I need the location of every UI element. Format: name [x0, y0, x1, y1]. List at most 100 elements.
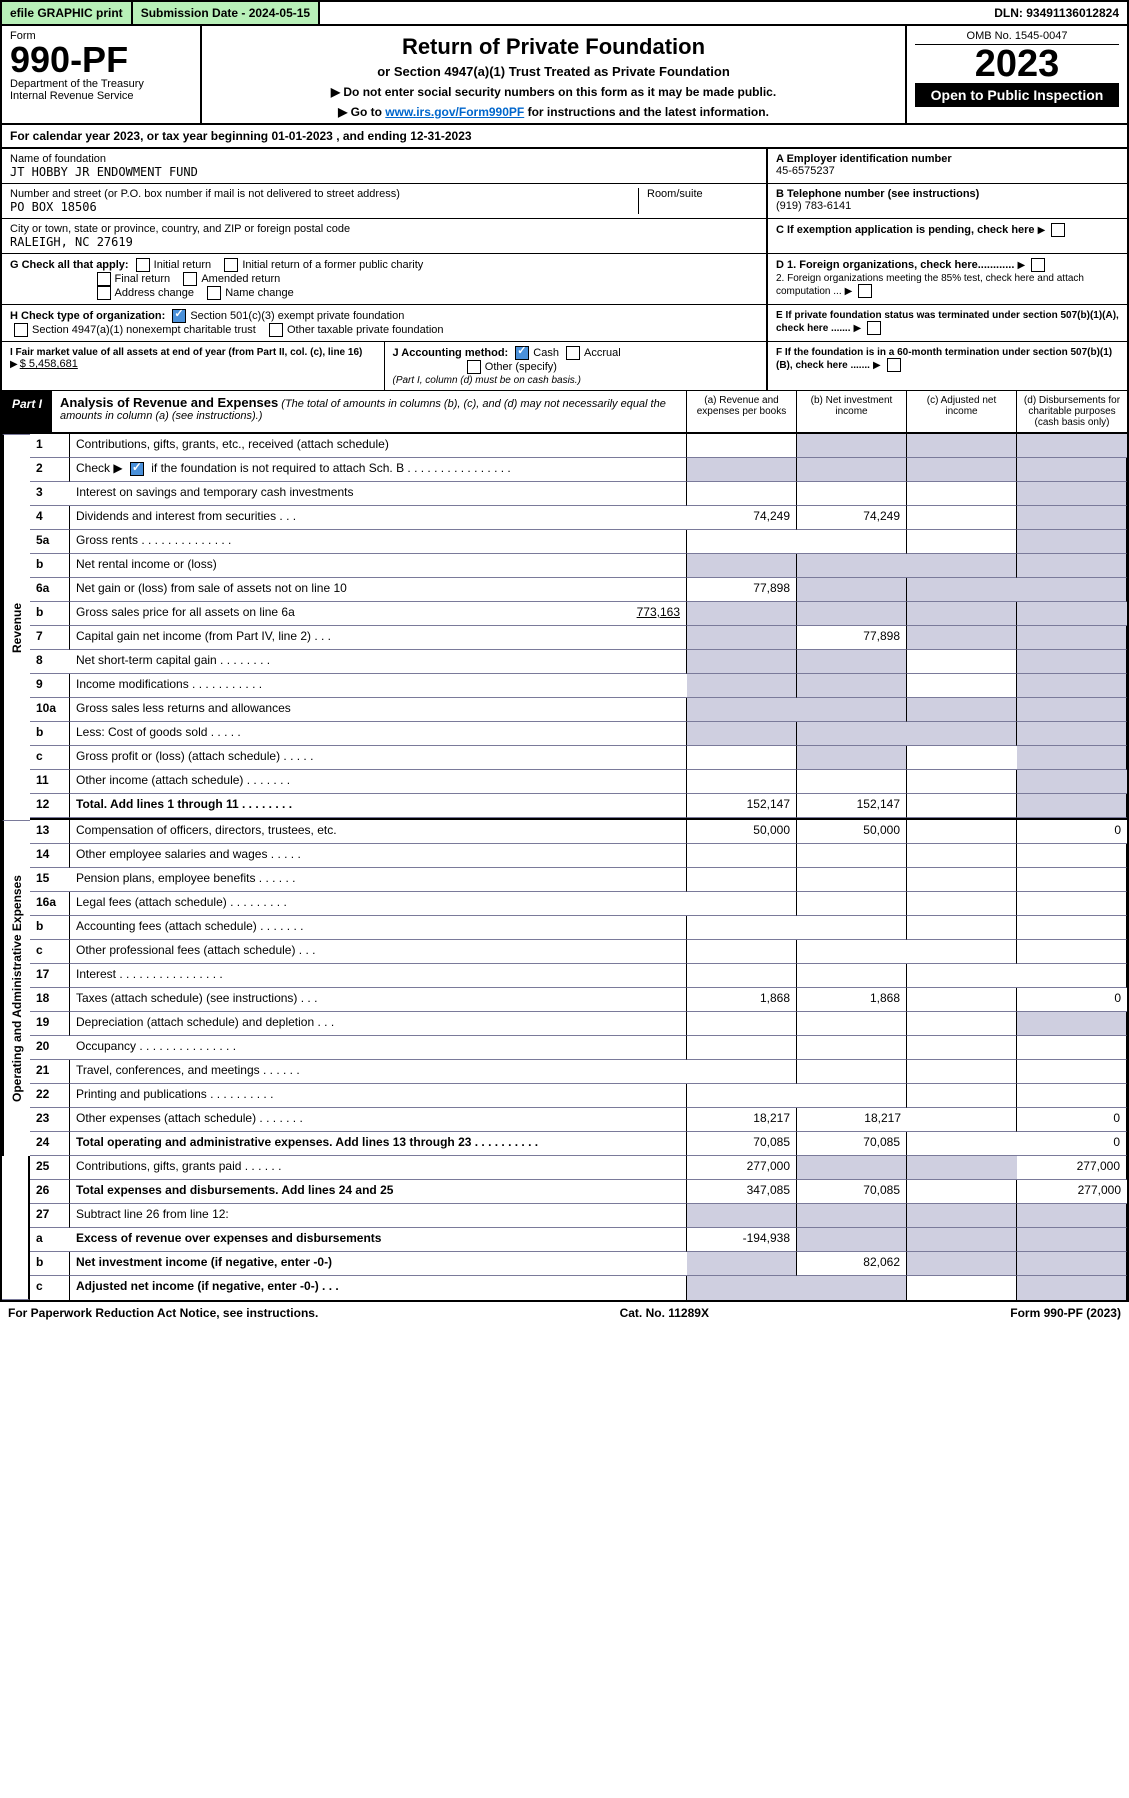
line23-b: 18,217 — [797, 1108, 907, 1132]
irs: Internal Revenue Service — [10, 90, 192, 102]
j-label: J Accounting method: — [393, 347, 509, 359]
dept: Department of the Treasury — [10, 78, 192, 90]
4947a1-checkbox[interactable] — [14, 323, 28, 337]
final-return-checkbox[interactable] — [97, 272, 111, 286]
foreign-85-checkbox[interactable] — [858, 284, 872, 298]
line23-d: 0 — [1017, 1108, 1127, 1132]
dln: DLN: 93491136012824 — [986, 2, 1127, 24]
phone-label: B Telephone number (see instructions) — [776, 188, 979, 200]
year-begin: 01-01-2023 — [271, 129, 332, 143]
address-change-checkbox[interactable] — [97, 286, 111, 300]
part1-header: Part I Analysis of Revenue and Expenses … — [0, 391, 1129, 434]
revenue-section-label: Revenue — [2, 434, 30, 820]
initial-former-checkbox[interactable] — [224, 258, 238, 272]
line18-d: 0 — [1017, 988, 1127, 1012]
i-label: I Fair market value of all assets at end… — [10, 347, 362, 358]
form-footer: Form 990-PF (2023) — [1010, 1306, 1121, 1320]
catalog-number: Cat. No. 11289X — [620, 1306, 709, 1320]
d2-label: 2. Foreign organizations meeting the 85%… — [776, 273, 1084, 297]
ein-value: 45-6575237 — [776, 165, 835, 177]
line18-a: 1,868 — [687, 988, 797, 1012]
form-header: Form 990-PF Department of the Treasury I… — [0, 26, 1129, 125]
instr-2: ▶ Go to www.irs.gov/Form990PF for instru… — [210, 105, 897, 119]
line25-a: 277,000 — [687, 1156, 797, 1180]
60-month-checkbox[interactable] — [887, 358, 901, 372]
form-title: Return of Private Foundation — [210, 34, 897, 60]
j-note: (Part I, column (d) must be on cash basi… — [393, 375, 581, 386]
line23-a: 18,217 — [687, 1108, 797, 1132]
foreign-org-checkbox[interactable] — [1031, 258, 1045, 272]
col-a-header: (a) Revenue and expenses per books — [687, 391, 797, 432]
street-value: PO BOX 18506 — [10, 200, 638, 214]
efile-print-button[interactable]: efile GRAPHIC print — [2, 2, 133, 24]
status-terminated-checkbox[interactable] — [867, 321, 881, 335]
street-label: Number and street (or P.O. box number if… — [10, 188, 638, 200]
year-end: 12-31-2023 — [410, 129, 471, 143]
line12-a: 152,147 — [687, 794, 797, 818]
room-label: Room/suite — [647, 188, 758, 200]
city-label: City or town, state or province, country… — [10, 223, 758, 235]
entity-info: Name of foundation JT HOBBY JR ENDOWMENT… — [0, 149, 1129, 391]
city-value: RALEIGH, NC 27619 — [10, 235, 758, 249]
line13-b: 50,000 — [797, 820, 907, 844]
e-label: E If private foundation status was termi… — [776, 310, 1119, 334]
opex-section-label: Operating and Administrative Expenses — [2, 820, 30, 1156]
d1-label: D 1. Foreign organizations, check here..… — [776, 259, 1014, 271]
line13-a: 50,000 — [687, 820, 797, 844]
calendar-year-row: For calendar year 2023, or tax year begi… — [0, 125, 1129, 149]
initial-return-checkbox[interactable] — [136, 258, 150, 272]
line12-b: 152,147 — [797, 794, 907, 818]
line24-b: 70,085 — [797, 1132, 907, 1156]
line26-a: 347,085 — [687, 1180, 797, 1204]
line6b-val: 773,163 — [637, 605, 680, 619]
accrual-checkbox[interactable] — [566, 346, 580, 360]
ein-label: A Employer identification number — [776, 153, 952, 165]
g-label: G Check all that apply: — [10, 259, 129, 271]
line24-a: 70,085 — [687, 1132, 797, 1156]
h-label: H Check type of organization: — [10, 310, 165, 322]
line27b-b: 82,062 — [797, 1252, 907, 1276]
foundation-name: JT HOBBY JR ENDOWMENT FUND — [10, 165, 758, 179]
line2-desc: Check ▶ if the foundation is not require… — [70, 458, 687, 482]
col-b-header: (b) Net investment income — [797, 391, 907, 432]
col-c-header: (c) Adjusted net income — [907, 391, 1017, 432]
line6b-desc: Gross sales price for all assets on line… — [70, 602, 687, 626]
part1-title: Analysis of Revenue and Expenses — [60, 395, 278, 410]
f-label: F If the foundation is in a 60-month ter… — [776, 347, 1112, 371]
instr-1: ▶ Do not enter social security numbers o… — [210, 85, 897, 99]
submission-date: Submission Date - 2024-05-15 — [133, 2, 320, 24]
line26-b: 70,085 — [797, 1180, 907, 1204]
fmv-value: $ 5,458,681 — [20, 358, 78, 370]
line4-a: 74,249 — [687, 506, 797, 530]
page-footer: For Paperwork Reduction Act Notice, see … — [0, 1302, 1129, 1324]
phone-value: (919) 783-6141 — [776, 200, 851, 212]
part1-label: Part I — [2, 391, 52, 432]
tax-year: 2023 — [915, 45, 1119, 83]
form-number: 990-PF — [10, 42, 192, 78]
line27a-a: -194,938 — [687, 1228, 797, 1252]
line25-d: 277,000 — [1017, 1156, 1127, 1180]
foundation-name-label: Name of foundation — [10, 153, 758, 165]
line26-d: 277,000 — [1017, 1180, 1127, 1204]
top-bar: efile GRAPHIC print Submission Date - 20… — [0, 0, 1129, 26]
501c3-checkbox[interactable] — [172, 309, 186, 323]
amended-return-checkbox[interactable] — [183, 272, 197, 286]
name-change-checkbox[interactable] — [207, 286, 221, 300]
line18-b: 1,868 — [797, 988, 907, 1012]
other-method-checkbox[interactable] — [467, 360, 481, 374]
instructions-link[interactable]: www.irs.gov/Form990PF — [385, 105, 524, 119]
line24-d: 0 — [1017, 1132, 1127, 1156]
sch-b-checkbox[interactable] — [130, 462, 144, 476]
open-to-public: Open to Public Inspection — [915, 83, 1119, 107]
line13-d: 0 — [1017, 820, 1127, 844]
form-subtitle: or Section 4947(a)(1) Trust Treated as P… — [210, 64, 897, 79]
other-taxable-checkbox[interactable] — [269, 323, 283, 337]
col-d-header: (d) Disbursements for charitable purpose… — [1017, 391, 1127, 432]
exemption-checkbox[interactable] — [1051, 223, 1065, 237]
exemption-pending-label: C If exemption application is pending, c… — [776, 224, 1035, 236]
line7-b: 77,898 — [797, 626, 907, 650]
line4-b: 74,249 — [797, 506, 907, 530]
line6a-a: 77,898 — [687, 578, 797, 602]
cash-checkbox[interactable] — [515, 346, 529, 360]
part1-table: Revenue 1 Contributions, gifts, grants, … — [0, 434, 1129, 1302]
